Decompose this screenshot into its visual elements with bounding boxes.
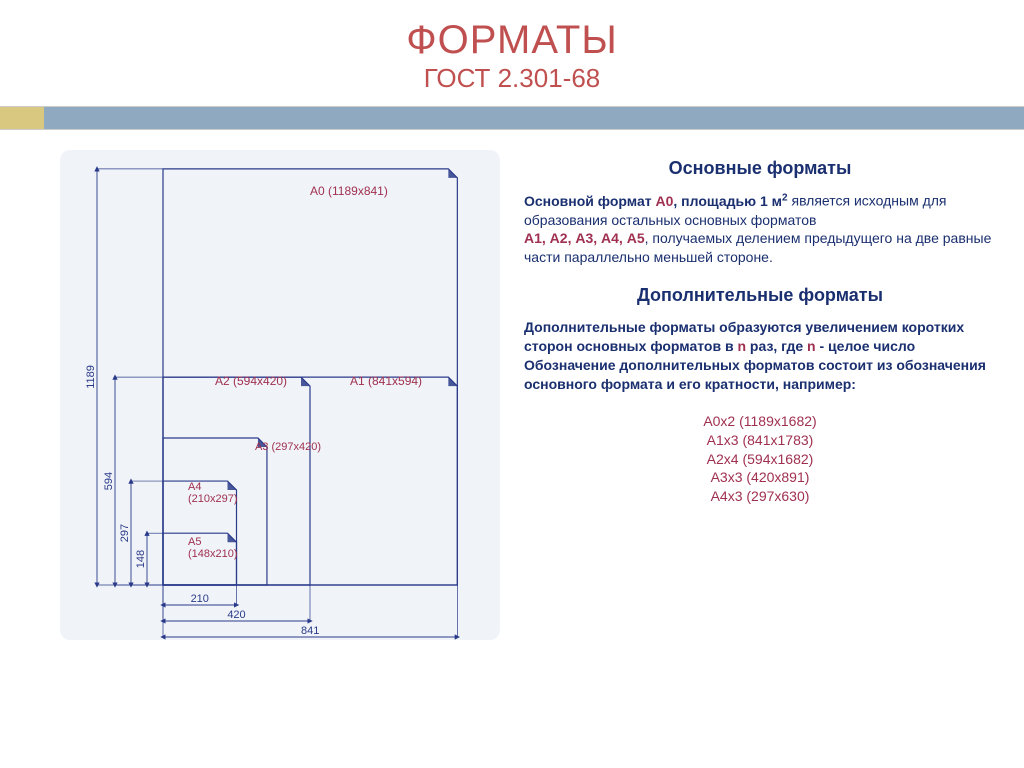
page-subtitle: ГОСТ 2.301-68: [0, 63, 1024, 94]
format-label-A0: A0 (1189х841): [310, 184, 388, 198]
format-label-A1: A1 (841х594): [350, 374, 422, 388]
format-label-A5-dim: (148х210): [188, 548, 238, 560]
format-label-A4: A4: [188, 481, 201, 493]
section1-heading: Основные форматы: [524, 158, 996, 179]
description-panel: Основные форматы Основной формат А0, пло…: [524, 150, 996, 640]
format-label-A2: A2 (594х420): [215, 374, 287, 388]
page-curl-icon: [448, 377, 457, 386]
section2-heading: Дополнительные форматы: [524, 285, 996, 306]
format-rect-A3: [163, 438, 267, 585]
formats-diagram: A0 (1189х841) A1 (841х594) A2 (594х420) A3 …: [60, 150, 500, 640]
hdim-label-841: 841: [301, 625, 319, 637]
format-label-A5: A5: [188, 536, 201, 548]
vdim-label-594: 594: [103, 472, 115, 490]
extra-format-row: А3х3 (420х891): [524, 468, 996, 487]
extra-format-row: А1х3 (841х1783): [524, 431, 996, 450]
format-label-A4-dim: (210х297): [188, 493, 238, 505]
divider-accent: [0, 107, 44, 129]
extra-format-row: А2х4 (594х1682): [524, 450, 996, 469]
page-curl-icon: [448, 169, 457, 178]
section1-text: Основной формат А0, площадью 1 м2 являет…: [524, 191, 996, 267]
vdim-label-148: 148: [135, 550, 147, 568]
vdim-label-1189: 1189: [85, 365, 97, 389]
divider-bar: [0, 106, 1024, 130]
section2-text: Дополнительные форматы образуются увелич…: [524, 318, 996, 394]
formats-diagram-panel: A0 (1189х841) A1 (841х594) A2 (594х420) A3 …: [60, 150, 500, 640]
page-curl-icon: [301, 377, 310, 386]
extra-formats-list: А0х2 (1189х1682) А1х3 (841х1783) А2х4 (5…: [524, 412, 996, 506]
page-curl-icon: [228, 481, 237, 490]
format-label-A3: A3 (297х420): [255, 441, 321, 453]
extra-format-row: А0х2 (1189х1682): [524, 412, 996, 431]
hdim-label-210: 210: [191, 593, 209, 605]
hdim-label-420: 420: [227, 609, 245, 621]
vdim-label-297: 297: [119, 524, 131, 542]
extra-format-row: А4х3 (297х630): [524, 487, 996, 506]
page-title: ФОРМАТЫ: [0, 18, 1024, 63]
divider-bar-main: [44, 107, 1024, 129]
